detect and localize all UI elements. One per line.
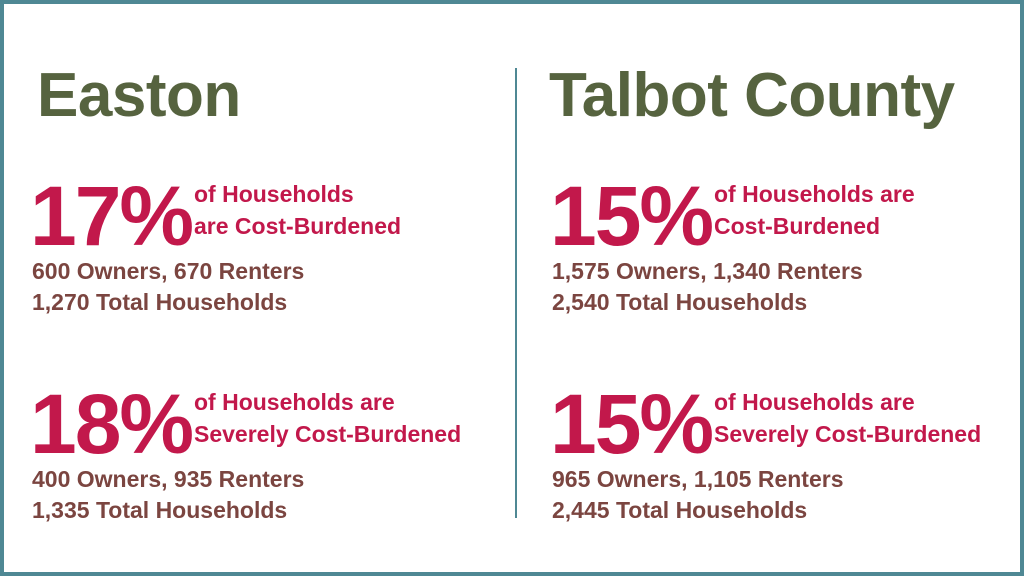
- description-line: are Cost-Burdened: [194, 213, 402, 239]
- percentage: 18%: [30, 377, 194, 471]
- owners-renters: 600 Owners, 670 Renters: [32, 258, 305, 284]
- stat-description: of Households are Cost-Burdened: [714, 178, 915, 242]
- easton-title: Easton: [37, 61, 241, 130]
- stat-description: of Households are Cost-Burdened: [194, 178, 401, 242]
- description-line: Cost-Burdened: [714, 213, 881, 239]
- description-line: Severely Cost-Burdened: [194, 421, 462, 447]
- talbot-county-title: Talbot County: [549, 61, 955, 130]
- percentage: 15%: [550, 377, 714, 471]
- total-households: 1,270 Total Households: [32, 289, 288, 315]
- description-line: of Households are: [194, 389, 395, 415]
- owners-renters: 965 Owners, 1,105 Renters: [552, 466, 844, 492]
- stat-details: 1,575 Owners, 1,340 Renters 2,540 Total …: [552, 256, 863, 318]
- owners-renters: 400 Owners, 935 Renters: [32, 466, 305, 492]
- total-households: 2,445 Total Households: [552, 497, 808, 523]
- description-line: Severely Cost-Burdened: [714, 421, 982, 447]
- stat-details: 400 Owners, 935 Renters 1,335 Total Hous…: [32, 464, 304, 526]
- description-line: of Households are: [714, 181, 915, 207]
- description-line: of Households: [194, 181, 354, 207]
- stat-description: of Households are Severely Cost-Burdened: [194, 386, 461, 450]
- stat-description: of Households are Severely Cost-Burdened: [714, 386, 981, 450]
- percentage: 17%: [30, 169, 194, 263]
- description-line: of Households are: [714, 389, 915, 415]
- total-households: 2,540 Total Households: [552, 289, 808, 315]
- percentage: 15%: [550, 169, 714, 263]
- stat-details: 600 Owners, 670 Renters 1,270 Total Hous…: [32, 256, 304, 318]
- stat-details: 965 Owners, 1,105 Renters 2,445 Total Ho…: [552, 464, 844, 526]
- owners-renters: 1,575 Owners, 1,340 Renters: [552, 258, 863, 284]
- total-households: 1,335 Total Households: [32, 497, 288, 523]
- column-divider: [515, 68, 517, 518]
